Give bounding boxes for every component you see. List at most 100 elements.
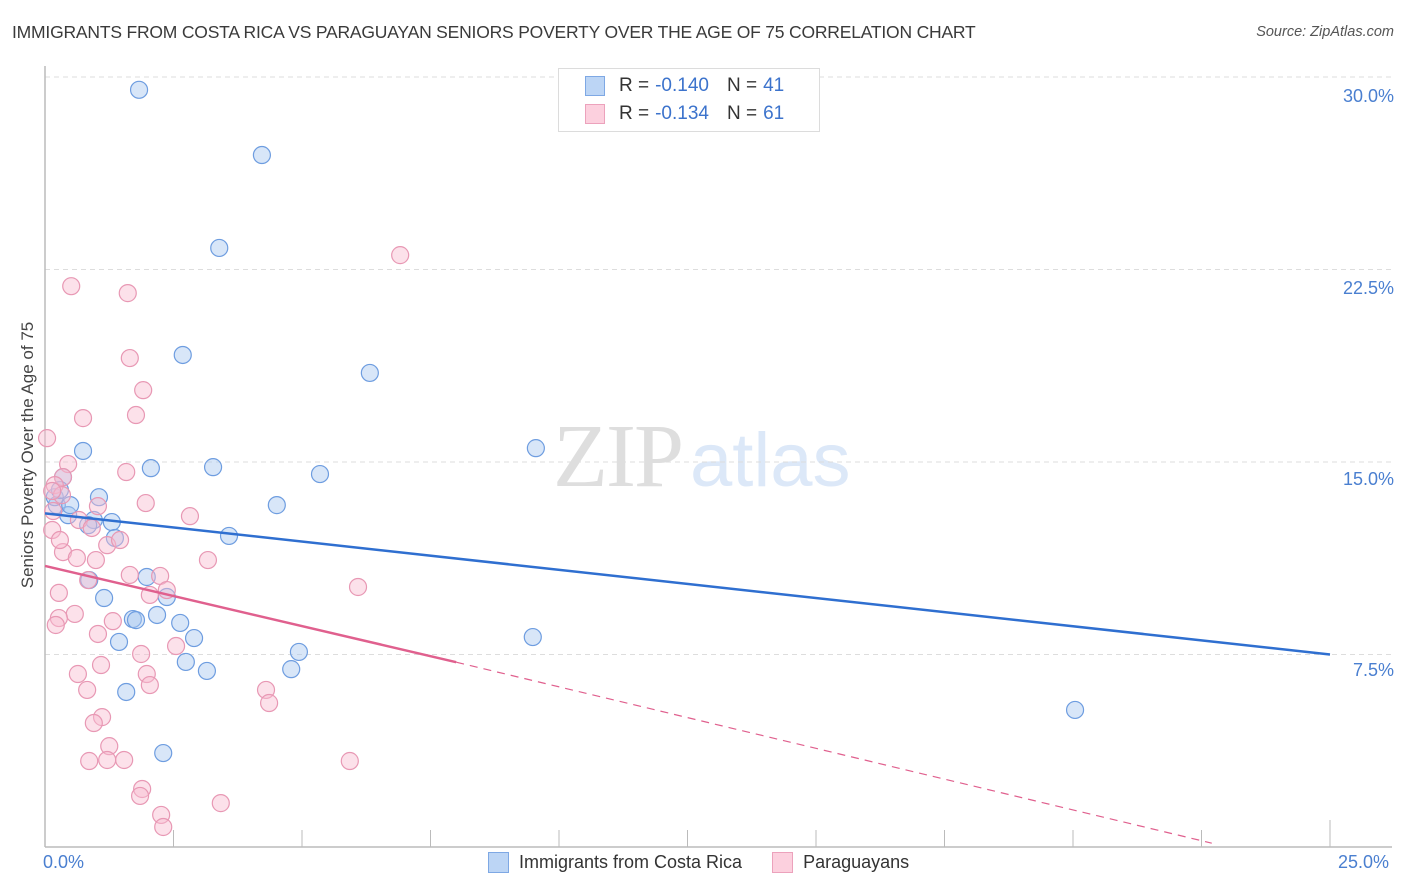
costa-rica-data-point[interactable] bbox=[289, 642, 309, 662]
costa-rica-data-point[interactable] bbox=[141, 459, 160, 478]
series-legend: Immigrants from Costa Rica Paraguayans bbox=[488, 852, 939, 873]
paraguayans-data-point[interactable] bbox=[120, 565, 139, 585]
paraguayans-data-point[interactable] bbox=[137, 664, 156, 684]
gridlines bbox=[45, 76, 1392, 655]
costa-rica-data-point[interactable] bbox=[360, 363, 379, 383]
n-value: 61 bbox=[763, 103, 785, 124]
paraguayans-data-point[interactable] bbox=[44, 501, 63, 521]
paraguayans-data-point[interactable] bbox=[132, 644, 151, 664]
paraguayans-data-point[interactable] bbox=[43, 481, 62, 501]
costa-rica-data-point[interactable] bbox=[526, 439, 545, 458]
paraguayans-data-point[interactable] bbox=[73, 409, 93, 428]
paraguayans-data-point[interactable] bbox=[117, 462, 136, 482]
costa-rica-data-point[interactable] bbox=[1065, 700, 1085, 720]
paraguayans-data-point[interactable] bbox=[126, 405, 146, 425]
paraguayans-data-point[interactable] bbox=[198, 550, 218, 570]
paraguayans-data-point[interactable] bbox=[82, 518, 101, 538]
costa-rica-data-point[interactable] bbox=[523, 627, 542, 647]
paraguayans-data-point[interactable] bbox=[110, 530, 130, 550]
costa-rica-data-point[interactable] bbox=[73, 441, 93, 461]
paraguayans-data-point[interactable] bbox=[46, 615, 65, 635]
legend-label: Immigrants from Costa Rica bbox=[519, 852, 743, 872]
paraguayans-data-point[interactable] bbox=[50, 530, 70, 550]
paraguayans-data-point[interactable] bbox=[391, 246, 410, 265]
legend-row-paraguayans: R = -0.134 N = 61 bbox=[585, 103, 784, 125]
costa-rica-data-point[interactable] bbox=[126, 611, 146, 630]
paraguayans-data-point[interactable] bbox=[118, 284, 137, 303]
legend-item-costa-rica[interactable]: Immigrants from Costa Rica bbox=[488, 852, 742, 873]
n-label: N = bbox=[726, 75, 758, 96]
x-tick-25: 25.0% bbox=[1338, 852, 1390, 872]
y-tick-15: 15.0% bbox=[1342, 469, 1394, 489]
paraguayans-data-point[interactable] bbox=[133, 779, 152, 799]
paraguayans-trend-extension bbox=[456, 661, 1212, 844]
costa-rica-data-point[interactable] bbox=[184, 628, 204, 648]
legend-item-paraguayans[interactable]: Paraguayans bbox=[772, 852, 909, 873]
paraguayans-data-point[interactable] bbox=[88, 624, 108, 644]
costa-rica-data-point[interactable] bbox=[95, 588, 114, 608]
n-value: 41 bbox=[763, 75, 785, 96]
paraguayans-data-point[interactable] bbox=[86, 550, 105, 570]
costa-rica-data-point[interactable] bbox=[310, 464, 330, 484]
y-axis-label: Seniors Poverty Over the Age of 75 bbox=[18, 321, 37, 589]
r-value: -0.140 bbox=[655, 75, 709, 96]
paraguayans-data-point[interactable] bbox=[130, 786, 150, 806]
costa-rica-data-point[interactable] bbox=[117, 682, 136, 702]
paraguayans-data-point[interactable] bbox=[49, 583, 68, 603]
costa-rica-data-point[interactable] bbox=[173, 345, 192, 365]
x-tick-0: 0.0% bbox=[43, 852, 85, 872]
paraguayans-data-point[interactable] bbox=[37, 429, 57, 448]
costa-rica-data-point[interactable] bbox=[176, 652, 195, 672]
costa-rica-data-point[interactable] bbox=[203, 458, 223, 477]
paraguayans-data-point[interactable] bbox=[65, 604, 84, 624]
costa-rica-data-point[interactable] bbox=[267, 496, 286, 515]
paraguayans-data-point[interactable] bbox=[67, 548, 86, 568]
paraguayans-data-point[interactable] bbox=[120, 348, 139, 368]
costa-rica-data-point[interactable] bbox=[154, 743, 173, 763]
paraguayans-data-point[interactable] bbox=[340, 751, 359, 771]
chart-title: IMMIGRANTS FROM COSTA RICA VS PARAGUAYAN… bbox=[12, 22, 976, 42]
paraguayans-data-point[interactable] bbox=[80, 751, 99, 771]
paraguayans-data-point[interactable] bbox=[154, 817, 173, 837]
paraguayans-data-point[interactable] bbox=[91, 655, 111, 675]
paraguayans-data-point[interactable] bbox=[43, 520, 62, 540]
costa-rica-data-point[interactable] bbox=[109, 632, 129, 652]
trend-lines bbox=[44, 512, 1331, 844]
pink-swatch-icon bbox=[585, 104, 605, 124]
axes-lines bbox=[44, 66, 1392, 848]
paraguayans-data-point[interactable] bbox=[140, 675, 159, 695]
paraguayans-data-point[interactable] bbox=[100, 737, 119, 756]
paraguayans-data-point[interactable] bbox=[211, 794, 230, 813]
costa-rica-data-point[interactable] bbox=[197, 661, 217, 681]
paraguayans-data-point[interactable] bbox=[260, 693, 279, 713]
paraguayans-data-point[interactable] bbox=[103, 612, 122, 631]
costa-rica-data-point[interactable] bbox=[147, 605, 167, 625]
paraguayans-data-point[interactable] bbox=[166, 636, 186, 656]
costa-rica-data-point[interactable] bbox=[252, 145, 272, 165]
paraguayans-data-point[interactable] bbox=[68, 664, 87, 684]
paraguayans-data-point[interactable] bbox=[98, 750, 117, 770]
paraguayans-data-point[interactable] bbox=[115, 750, 134, 770]
paraguayans-data-point[interactable] bbox=[88, 497, 108, 516]
y-tick-30: 30.0% bbox=[1342, 86, 1394, 106]
paraguayans-data-point[interactable] bbox=[52, 486, 72, 505]
costa-rica-data-point[interactable] bbox=[129, 80, 149, 99]
paraguayans-data-point[interactable] bbox=[136, 493, 155, 513]
paraguayans-data-point[interactable] bbox=[62, 277, 81, 296]
blue-swatch-icon bbox=[585, 76, 605, 96]
costa-rica-data-point[interactable] bbox=[282, 660, 301, 679]
paraguayans-data-point[interactable] bbox=[78, 680, 97, 700]
costa-rica-data-point[interactable] bbox=[219, 526, 239, 546]
paraguayans-data-point[interactable] bbox=[84, 713, 103, 733]
pink-swatch-icon bbox=[772, 852, 794, 873]
r-value: -0.134 bbox=[655, 103, 709, 124]
paraguayans-data-point[interactable] bbox=[180, 507, 200, 526]
paraguayans-data-point[interactable] bbox=[134, 381, 153, 400]
paraguayans-trend-line bbox=[44, 564, 457, 664]
y-tick-7-5: 7.5% bbox=[1352, 660, 1394, 680]
source-credit: Source: ZipAtlas.com bbox=[1256, 24, 1394, 40]
paraguayans-data-point[interactable] bbox=[348, 577, 368, 597]
costa-rica-data-point[interactable] bbox=[210, 238, 229, 258]
costa-rica-data-point[interactable] bbox=[171, 613, 190, 633]
